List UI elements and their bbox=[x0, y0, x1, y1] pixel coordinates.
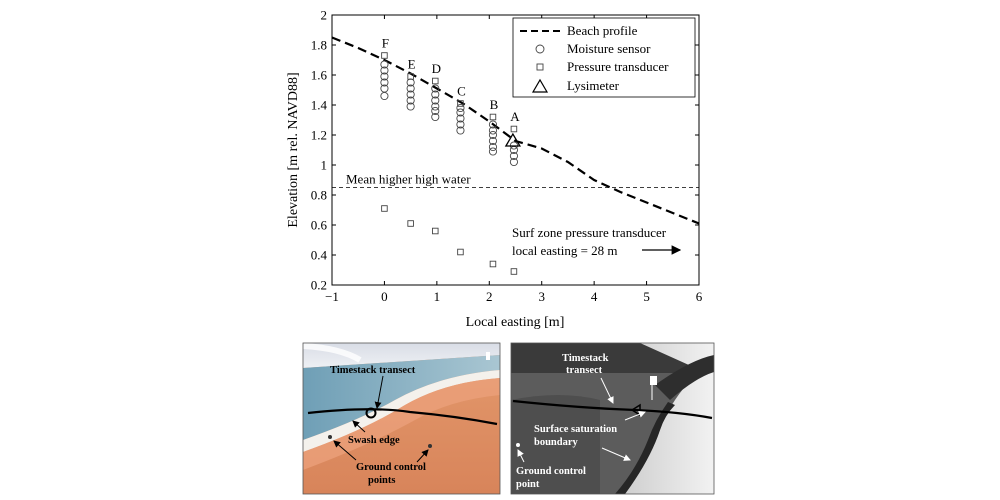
x-tick-label: 4 bbox=[591, 289, 598, 304]
pressure-transducer-marker bbox=[381, 205, 388, 212]
y-axis: 0.2 0.4 0.6 0.8 1 1.2 1.4 1.6 1.8 2 bbox=[311, 8, 699, 293]
moisture-sensor-marker bbox=[488, 120, 498, 129]
moisture-sensor-marker bbox=[380, 60, 389, 69]
moisture-sensor-marker bbox=[456, 103, 465, 113]
pressure-transducer-marker bbox=[489, 260, 497, 268]
moisture-sensor-marker bbox=[380, 66, 389, 75]
station-label: E bbox=[408, 57, 416, 72]
y-tick-label: 1.6 bbox=[311, 68, 328, 83]
pressure-transducer-marker bbox=[510, 268, 518, 275]
moisture-sensor-marker bbox=[406, 90, 415, 99]
photo-left-label-gcp1: Ground control bbox=[356, 462, 426, 473]
moisture-sensor-marker bbox=[488, 142, 498, 152]
moisture-sensor-marker bbox=[488, 126, 498, 135]
moisture-sensor-marker bbox=[456, 108, 465, 117]
legend-marker-circle bbox=[535, 44, 545, 54]
surf-zone-label-1: Surf zone pressure transducer bbox=[512, 225, 667, 240]
photo-left: Timestack transect Swash edge Ground con… bbox=[302, 342, 501, 495]
pressure-transducer-marker bbox=[457, 248, 464, 256]
moisture-sensor-marker bbox=[488, 136, 498, 146]
legend-label-profile: Beach profile bbox=[567, 23, 638, 38]
y-tick-label: 2 bbox=[321, 8, 328, 23]
photo-right-label-transect-1: Timestack bbox=[562, 353, 609, 364]
station-label: C bbox=[457, 84, 466, 99]
mhhw-label: Mean higher high water bbox=[346, 172, 471, 187]
pressure-transducer-marker bbox=[489, 113, 497, 121]
x-tick-label: 2 bbox=[486, 289, 493, 304]
photo-right-label-saturation-2: boundary bbox=[534, 437, 579, 448]
moisture-sensor-marker bbox=[456, 114, 465, 123]
moisture-sensor-marker bbox=[380, 78, 389, 87]
moisture-sensor-marker bbox=[488, 147, 498, 156]
station-label: B bbox=[490, 97, 499, 112]
photo-right-label-saturation-1: Surface saturation bbox=[534, 424, 617, 435]
sensor-markers: F E D C BA bbox=[380, 36, 522, 275]
y-tick-label: 1 bbox=[321, 158, 328, 173]
station-label: A bbox=[510, 109, 520, 124]
y-tick-label: 0.6 bbox=[311, 218, 328, 233]
moisture-sensor-marker bbox=[509, 157, 518, 167]
pressure-transducer-marker bbox=[457, 100, 464, 107]
moisture-sensor-marker bbox=[456, 126, 465, 135]
moisture-sensor-marker bbox=[456, 120, 465, 129]
y-tick-label: 1.2 bbox=[311, 128, 327, 143]
moisture-sensor-marker bbox=[380, 91, 389, 101]
moisture-sensor-marker bbox=[509, 151, 518, 161]
moisture-sensor-marker bbox=[488, 130, 498, 140]
y-tick-label: 1.8 bbox=[311, 38, 327, 53]
x-axis: −1 0 1 2 3 4 5 6 bbox=[325, 15, 703, 304]
moisture-sensor-marker bbox=[431, 102, 440, 111]
pressure-transducer-marker bbox=[381, 52, 388, 59]
pressure-transducer-marker bbox=[407, 73, 414, 80]
x-tick-label: 5 bbox=[643, 289, 650, 304]
moisture-sensor-marker bbox=[431, 106, 440, 116]
y-axis-title: Elevation [m rel. NAVD88] bbox=[286, 72, 301, 227]
legend-marker-square bbox=[536, 63, 544, 71]
x-tick-label: −1 bbox=[325, 289, 339, 304]
x-tick-label: 0 bbox=[381, 289, 388, 304]
y-tick-label: 0.2 bbox=[311, 278, 327, 293]
x-tick-label: 6 bbox=[696, 289, 703, 304]
moisture-sensor-marker bbox=[380, 72, 389, 81]
moisture-sensor-marker bbox=[431, 112, 440, 122]
x-axis-title: Local easting [m] bbox=[466, 315, 565, 330]
station-label: D bbox=[432, 61, 441, 76]
pressure-transducer-marker bbox=[407, 220, 414, 227]
x-tick-label: 3 bbox=[538, 289, 545, 304]
legend-label-lysimeter: Lysimeter bbox=[567, 78, 620, 93]
legend-marker-triangle bbox=[531, 78, 549, 93]
moisture-sensor-marker bbox=[431, 96, 440, 105]
moisture-sensor-marker bbox=[431, 90, 440, 99]
y-tick-label: 1.4 bbox=[311, 98, 328, 113]
moisture-sensor-marker bbox=[406, 84, 415, 93]
station-label: F bbox=[382, 36, 389, 51]
pressure-transducer-marker bbox=[510, 125, 518, 133]
x-tick-label: 1 bbox=[434, 289, 441, 304]
legend-label-moisture: Moisture sensor bbox=[567, 41, 651, 56]
photo-right-label-gcp-2: point bbox=[516, 479, 540, 490]
photo-right: Timestack transect Surface saturation bo… bbox=[510, 342, 715, 495]
moisture-sensor-marker bbox=[431, 84, 440, 93]
moisture-sensor-marker bbox=[406, 96, 415, 105]
pressure-transducer-marker bbox=[432, 227, 439, 235]
photo-left-label-gcp2: points bbox=[368, 475, 395, 486]
photo-right-label-gcp-1: Ground control bbox=[516, 466, 586, 477]
photo-left-label-transect: Timestack transect bbox=[330, 365, 416, 376]
legend: Beach profile Moisture sensor Pressure t… bbox=[512, 17, 696, 98]
photo-left-label-swash: Swash edge bbox=[348, 435, 400, 446]
y-tick-label: 0.4 bbox=[311, 248, 328, 263]
legend-label-pressure: Pressure transducer bbox=[567, 59, 669, 74]
moisture-sensor-marker bbox=[406, 102, 415, 111]
y-tick-label: 0.8 bbox=[311, 188, 327, 203]
lysimeter-marker bbox=[504, 132, 522, 147]
beach-profile-line bbox=[331, 36, 700, 225]
photo-right-label-transect-2: transect bbox=[566, 365, 603, 376]
surf-zone-label-2: local easting = 28 m bbox=[512, 243, 618, 258]
pressure-transducer-marker bbox=[432, 77, 439, 85]
